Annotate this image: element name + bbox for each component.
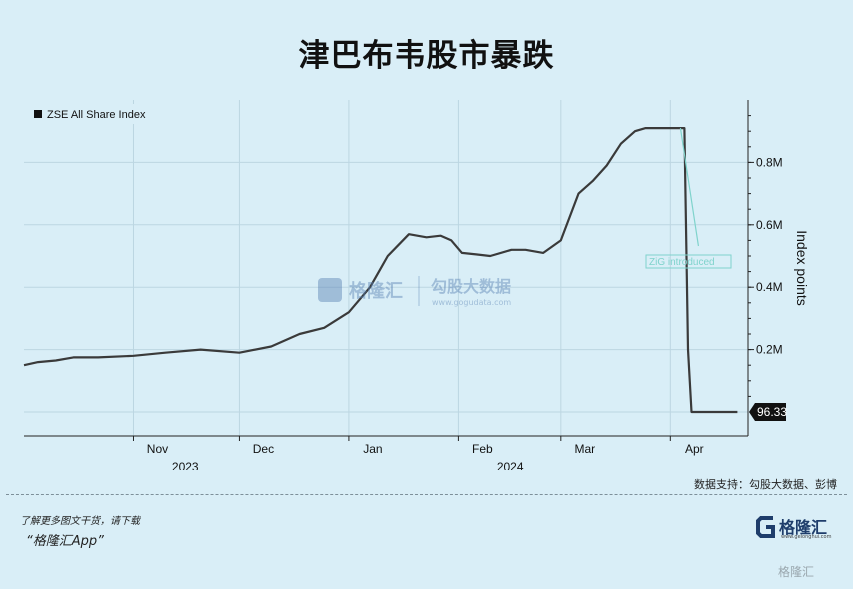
last-value-label: 96.33 <box>757 405 787 419</box>
footer-app-name: “格隆汇App” <box>26 534 104 549</box>
legend-box <box>27 104 155 124</box>
footer-divider <box>6 494 847 495</box>
x-axis: Nov Dec Jan Feb Mar Apr 2023 2024 <box>24 435 748 470</box>
x-tick-label: Apr <box>685 442 704 456</box>
legend-swatch <box>34 110 42 118</box>
x-year-label: 2024 <box>497 460 524 470</box>
chart-legend: ZSE All Share Index <box>27 104 155 124</box>
y-axis-label: Index points <box>794 230 810 306</box>
x-year-label: 2023 <box>172 460 199 470</box>
corner-watermark: 格隆汇 <box>778 565 815 579</box>
watermark: 格隆汇 勾股大数据 www.gogudata.com <box>318 276 511 307</box>
watermark-url: www.gogudata.com <box>432 298 511 307</box>
source-note: 数据支持：勾股大数据、彭博 <box>694 478 837 491</box>
zig-annotation: ZiG introduced <box>645 127 732 269</box>
page-title: 津巴布韦股市暴跌 <box>298 38 555 74</box>
index-series-line <box>23 127 738 414</box>
x-tick-label: Dec <box>253 442 274 456</box>
last-value-badge <box>749 402 786 421</box>
annotation-label: ZiG introduced <box>649 257 715 268</box>
footer-hint: 了解更多图文干货，请下载 <box>20 516 140 527</box>
line-chart: 0.2M 0.4M 0.6M 0.8M Index points Nov Dec Jan Fe… <box>23 100 810 470</box>
annotation-box <box>645 254 732 269</box>
y-tick-label: 0.2M <box>756 343 783 357</box>
x-tick-label: Jan <box>363 442 382 456</box>
legend-label: ZSE All Share Index <box>47 109 146 121</box>
brand-url: www.gelonghui.com <box>781 534 832 540</box>
y-tick-label: 0.8M <box>756 155 783 169</box>
brand-g-icon <box>756 516 775 538</box>
annotation-arrow <box>679 127 700 247</box>
chart-plot <box>23 127 738 414</box>
watermark-brand: 格隆汇 <box>349 280 403 302</box>
brand-name: 格隆汇 <box>779 518 828 537</box>
last-value-group: 96.33 <box>749 402 787 421</box>
watermark-logo-icon <box>318 278 342 302</box>
watermark-name: 勾股大数据 <box>431 277 511 296</box>
brand-logo: 格隆汇 www.gelonghui.com <box>755 512 845 542</box>
x-tick-label: Nov <box>147 442 168 456</box>
y-tick-label: 0.4M <box>756 280 783 294</box>
y-tick-label: 0.6M <box>756 218 783 232</box>
y-axis: 0.2M 0.4M 0.6M 0.8M Index points <box>747 100 810 436</box>
x-tick-label: Feb <box>472 442 493 456</box>
chart-grid <box>24 100 748 436</box>
x-tick-label: Mar <box>574 442 595 456</box>
